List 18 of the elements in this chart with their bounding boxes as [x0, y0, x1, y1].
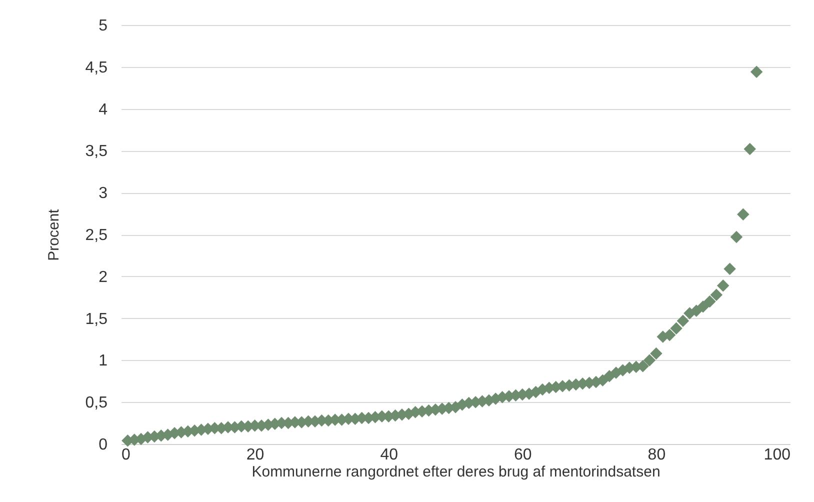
x-tick-label: 60 [514, 446, 532, 464]
x-tick-label: 40 [380, 446, 398, 464]
y-tick-label: 2 [98, 268, 108, 286]
x-tick-label: 20 [246, 446, 264, 464]
y-tick-label: 3 [98, 185, 108, 202]
y-tick-label: 4 [98, 101, 108, 118]
y-tick-label: 3,5 [85, 143, 108, 160]
y-tick-label: 2,5 [85, 227, 108, 244]
y-tick-label: 4,5 [85, 59, 108, 76]
y-tick-label: 0,5 [85, 394, 108, 412]
x-axis-title: Kommunerne rangordnet efter deres brug af mentorindsatsen [252, 464, 660, 480]
x-tick-label: 80 [648, 446, 666, 464]
y-axis-title: Procent [45, 208, 62, 261]
x-tick-label: 0 [122, 446, 130, 464]
y-tick-label: 5 [98, 18, 108, 34]
y-tick-label: 1,5 [85, 310, 108, 328]
x-tick-label: 100 [764, 446, 791, 464]
y-tick-label: 1 [98, 352, 108, 370]
